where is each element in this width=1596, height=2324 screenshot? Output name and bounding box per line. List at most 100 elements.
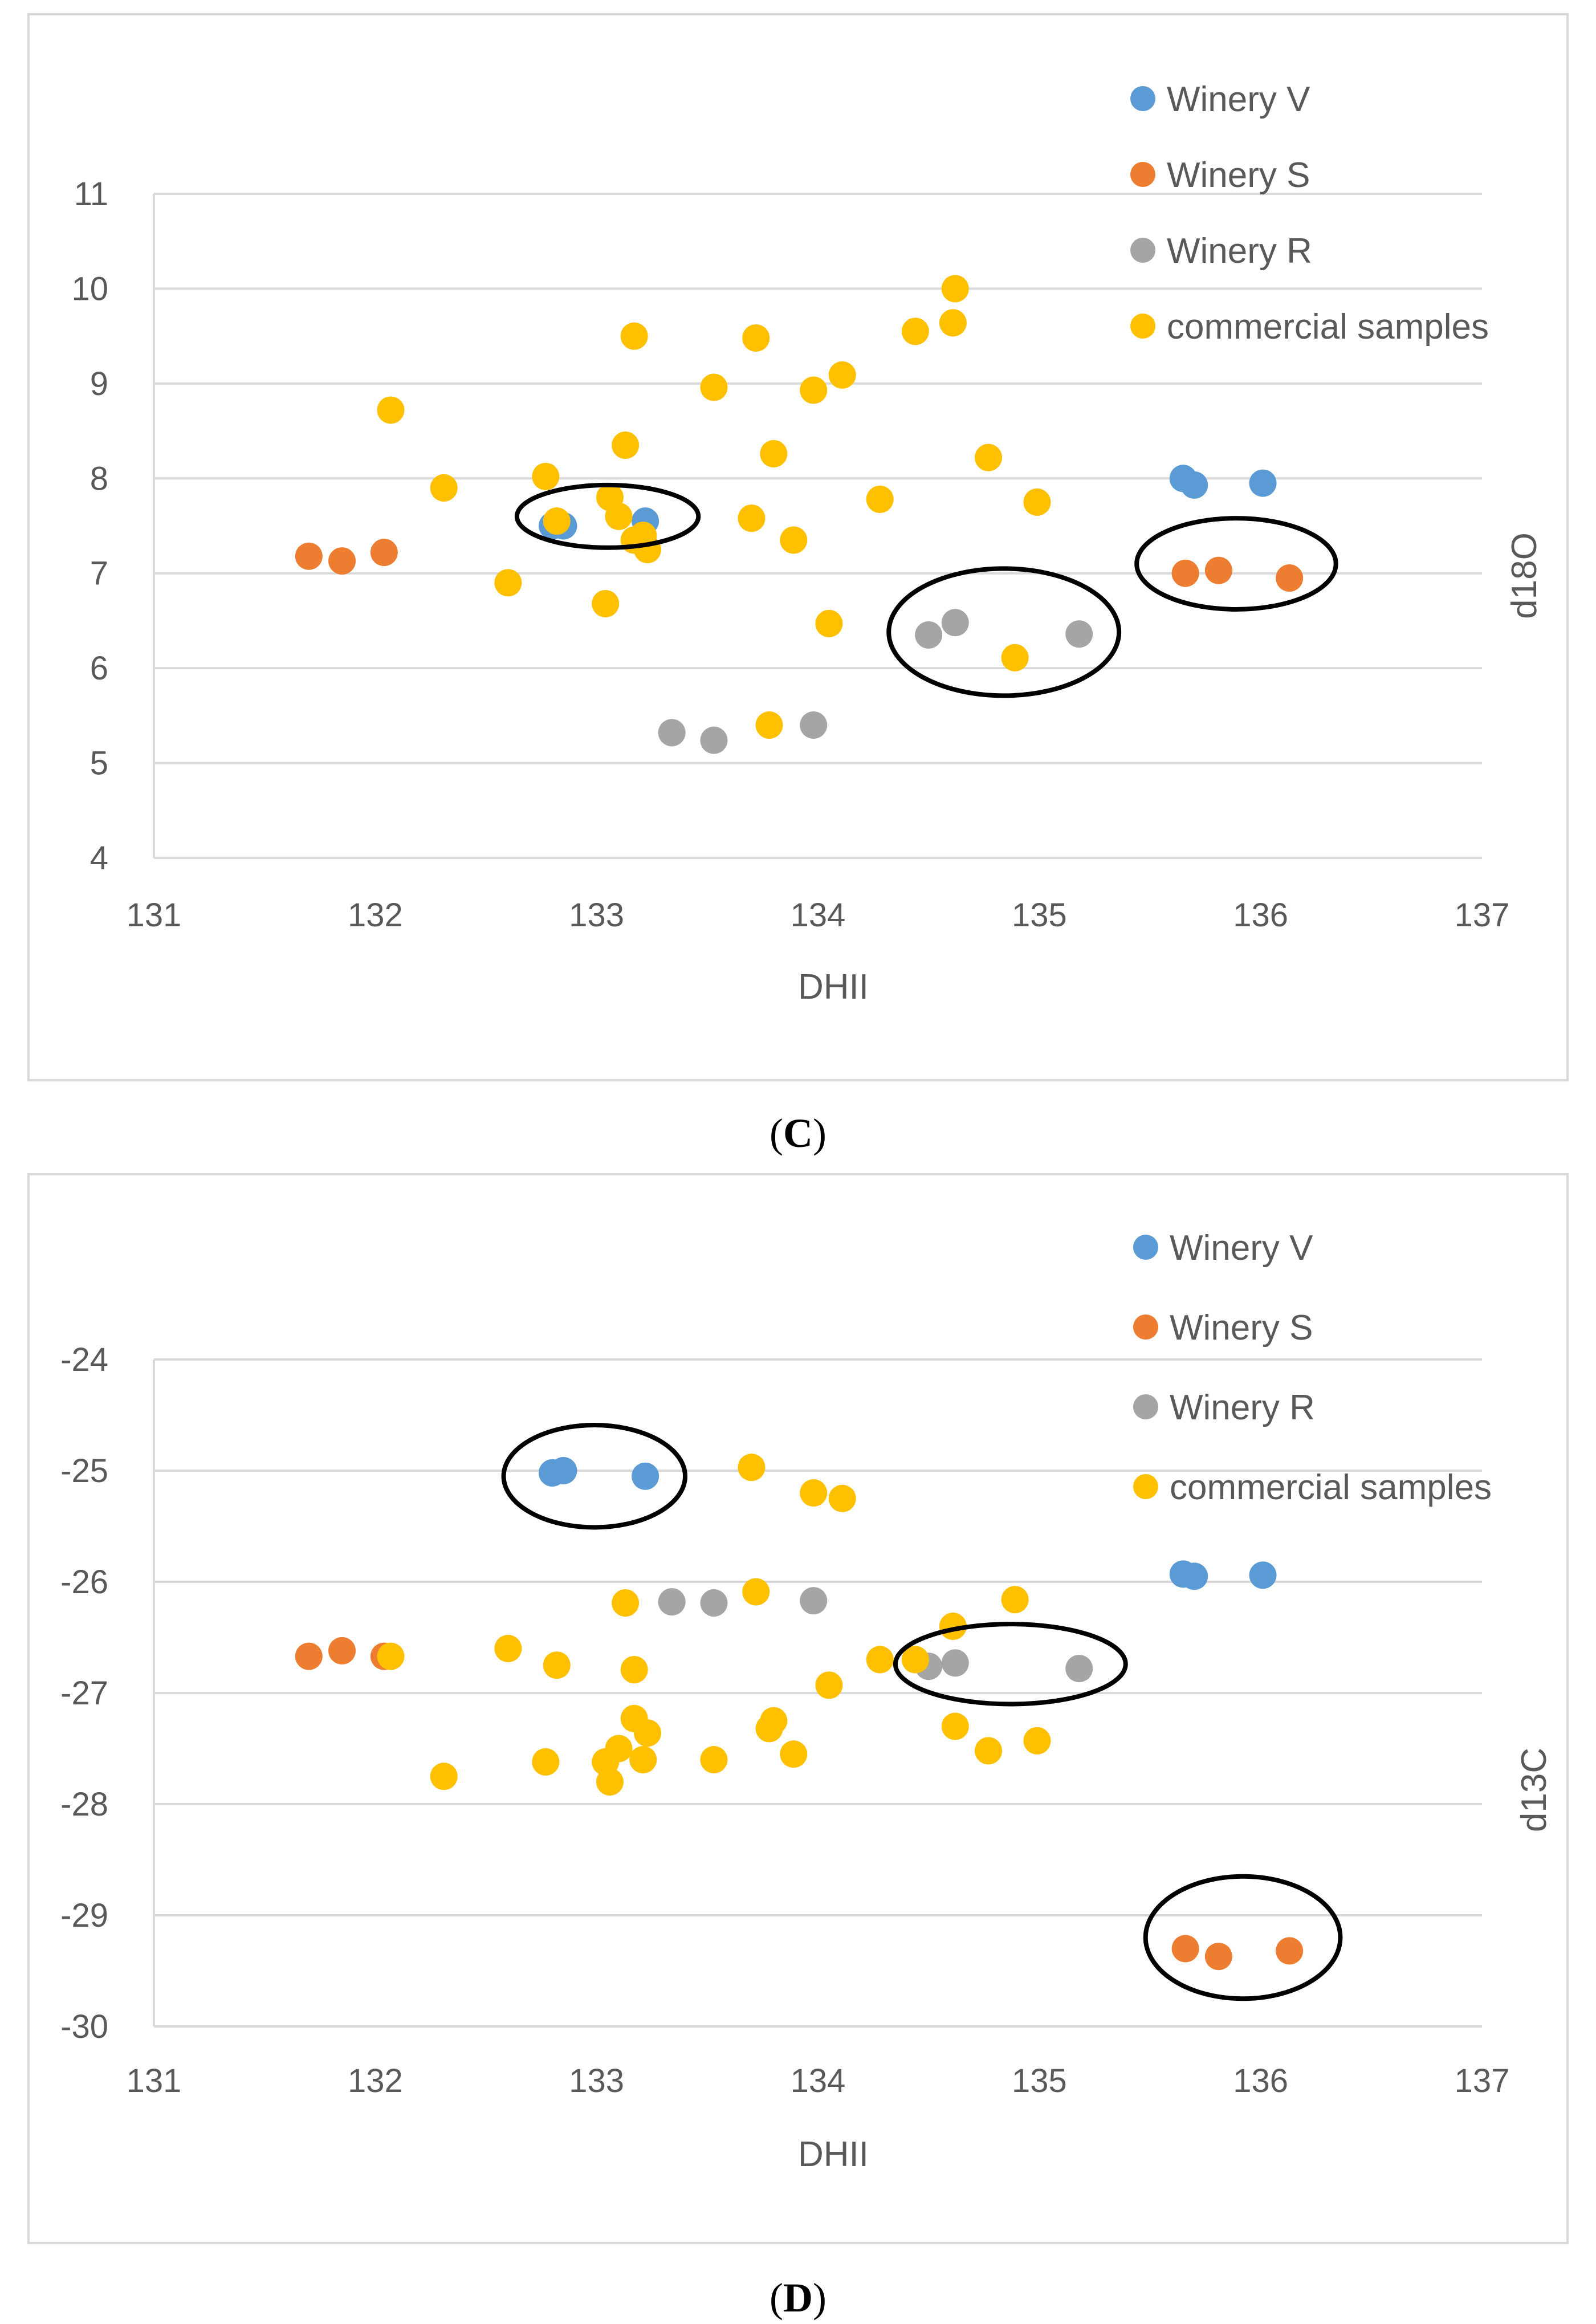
point-commercial-samples <box>815 1671 843 1699</box>
caption-letter: C <box>783 1110 813 1156</box>
point-commercial-samples <box>755 711 783 739</box>
point-winery-s <box>1171 1935 1199 1963</box>
point-commercial-samples <box>866 1646 894 1674</box>
point-winery-r <box>941 1649 969 1677</box>
legend-marker-winery-r <box>1133 1394 1158 1419</box>
x-tick-label: 133 <box>569 897 624 934</box>
point-commercial-samples <box>800 376 828 404</box>
point-commercial-samples <box>742 324 770 352</box>
point-commercial-samples <box>1001 1586 1029 1614</box>
panel-caption: (C) <box>769 1110 826 1156</box>
x-tick-label: 132 <box>348 2062 403 2099</box>
legend-label-commercial-samples: commercial samples <box>1167 307 1489 347</box>
legend: Winery V Winery S Winery R commercial sampl… <box>1133 1228 1492 1507</box>
panel-d-figure: 131 132 133 134 135 136 137 -30 -29 -28 -27 -26 -25… <box>27 1173 1569 2321</box>
highlight-ellipse <box>886 566 1122 698</box>
data-points <box>295 1454 1304 1971</box>
legend-marker-winery-v <box>1130 86 1155 111</box>
point-commercial-samples <box>828 1484 856 1512</box>
point-commercial-samples <box>605 1735 633 1763</box>
x-tick-label: 136 <box>1233 2062 1288 2099</box>
legend-label-winery-v: Winery V <box>1167 80 1310 119</box>
data-points <box>295 275 1304 754</box>
y-tick-label: -25 <box>60 1452 108 1489</box>
legend-label-winery-s: Winery S <box>1167 156 1310 195</box>
x-tick-label: 131 <box>127 897 182 934</box>
y-tick-label: 6 <box>90 650 108 687</box>
legend-marker-commercial-samples <box>1133 1474 1158 1499</box>
legend-label-winery-r: Winery R <box>1170 1388 1315 1427</box>
point-winery-r <box>658 1588 686 1616</box>
point-winery-s <box>1276 1937 1304 1965</box>
point-commercial-samples <box>780 526 808 554</box>
point-commercial-samples <box>543 1651 571 1679</box>
panel-c-figure: 131 132 133 134 135 136 137 4 5 6 7 8 9 10 11 DHII d1… <box>27 13 1569 1156</box>
x-tick-label: 136 <box>1233 897 1288 934</box>
point-winery-r <box>1065 1655 1093 1683</box>
point-commercial-samples <box>866 485 894 513</box>
y-axis-label: d18O <box>1505 532 1544 619</box>
y-tick-label: 8 <box>90 460 108 497</box>
point-commercial-samples <box>760 1707 788 1735</box>
caption-paren-close: ) <box>813 2275 826 2321</box>
legend-label-commercial-samples: commercial samples <box>1170 1468 1492 1507</box>
point-commercial-samples <box>1023 488 1051 516</box>
y-tick-labels: 4 5 6 7 8 9 10 11 <box>71 176 108 877</box>
point-commercial-samples <box>532 462 560 490</box>
point-winery-s <box>1276 564 1304 592</box>
y-axis-label: d13C <box>1514 1748 1554 1832</box>
point-commercial-samples <box>633 536 661 564</box>
y-tick-label: 4 <box>90 840 108 877</box>
legend-marker-winery-s <box>1130 162 1155 187</box>
point-winery-r <box>658 719 686 747</box>
point-commercial-samples <box>532 1748 560 1776</box>
point-commercial-samples <box>975 1737 1003 1765</box>
point-winery-r <box>800 711 828 739</box>
point-winery-v <box>1180 471 1208 499</box>
caption-paren-close: ) <box>813 1110 826 1156</box>
point-commercial-samples <box>800 1479 828 1507</box>
point-commercial-samples <box>901 1646 929 1674</box>
point-commercial-samples <box>738 504 766 532</box>
point-winery-s <box>370 539 398 567</box>
point-commercial-samples <box>975 443 1003 471</box>
point-commercial-samples <box>612 1589 640 1617</box>
point-winery-r <box>941 609 969 637</box>
point-commercial-samples <box>377 396 405 424</box>
caption-paren-open: ( <box>769 1110 783 1156</box>
point-commercial-samples <box>494 569 522 597</box>
point-commercial-samples <box>780 1740 808 1768</box>
point-commercial-samples <box>430 1763 458 1790</box>
point-commercial-samples <box>700 1746 728 1773</box>
point-commercial-samples <box>738 1454 766 1482</box>
highlight-ellipse <box>1143 1874 1343 2001</box>
point-commercial-samples <box>430 474 458 502</box>
point-winery-r <box>700 1589 728 1617</box>
point-commercial-samples <box>592 589 620 617</box>
point-commercial-samples <box>377 1642 405 1670</box>
chart-frame <box>27 1173 1569 2244</box>
legend-label-winery-v: Winery V <box>1170 1228 1313 1268</box>
y-tick-label: 9 <box>90 365 108 402</box>
highlight-ellipse <box>1134 516 1338 612</box>
point-commercial-samples <box>941 275 969 303</box>
x-axis-label: DHII <box>798 967 869 1007</box>
x-tick-label: 134 <box>791 897 846 934</box>
x-tick-label: 132 <box>348 897 403 934</box>
point-winery-r <box>800 1587 828 1615</box>
legend-label-winery-r: Winery R <box>1167 231 1312 271</box>
point-winery-s <box>1171 559 1199 587</box>
y-tick-label: -24 <box>60 1341 108 1378</box>
point-commercial-samples <box>1023 1727 1051 1755</box>
point-winery-r <box>915 621 943 649</box>
point-winery-v <box>632 1462 659 1490</box>
x-tick-label: 135 <box>1012 897 1067 934</box>
caption-paren-open: ( <box>769 2275 783 2321</box>
point-commercial-samples <box>633 1719 661 1747</box>
point-commercial-samples <box>941 1712 969 1740</box>
legend-marker-winery-v <box>1133 1235 1158 1260</box>
point-commercial-samples <box>901 318 929 345</box>
legend-marker-winery-s <box>1133 1314 1158 1340</box>
point-commercial-samples <box>815 609 843 637</box>
point-winery-s <box>328 547 356 575</box>
